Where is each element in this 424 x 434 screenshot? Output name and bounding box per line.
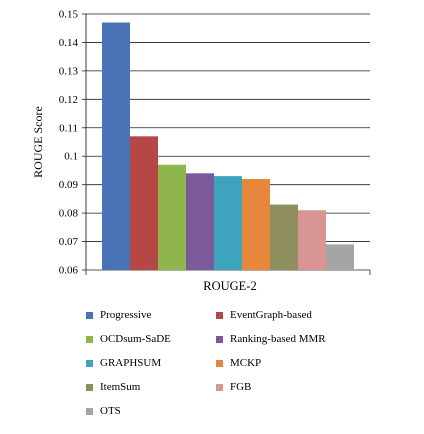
legend-swatch (216, 335, 223, 343)
y-tick-label: 0.09 (59, 179, 79, 191)
bar-fgb (298, 210, 326, 270)
bar-ots (326, 244, 354, 270)
legend-label: GRAPHSUM (100, 357, 162, 369)
legend-item: ItemSum (86, 378, 216, 396)
legend-swatch (86, 359, 93, 367)
legend-swatch (86, 311, 93, 319)
legend: Progressive EventGraph-based OCDsum-SaDE Ra… (86, 306, 386, 420)
legend-swatch (86, 383, 93, 391)
y-axis-title: ROUGE Score (31, 106, 45, 178)
bar-progressive (102, 22, 130, 271)
legend-swatch (216, 383, 223, 391)
y-tick-label: 0.15 (59, 9, 79, 21)
y-tick-label: 0.1 (64, 151, 78, 163)
legend-label: ItemSum (100, 381, 141, 393)
y-tick-label: 0.14 (59, 37, 79, 49)
bar-eventgraph-based (130, 136, 158, 270)
bar-mckp (242, 178, 270, 270)
bar-itemsum (270, 204, 298, 270)
y-tick-label: 0.13 (59, 65, 79, 77)
legend-label: EventGraph-based (230, 309, 312, 321)
legend-item: Progressive (86, 306, 216, 324)
y-tick-label: 0.11 (59, 122, 78, 134)
legend-swatch (216, 311, 223, 319)
legend-item: Ranking-based MMR (216, 330, 366, 348)
y-tick-label: 0.06 (59, 265, 79, 277)
legend-label: OCDsum-SaDE (100, 333, 171, 345)
legend-label: OTS (100, 405, 121, 417)
legend-label: FGB (230, 381, 252, 393)
legend-item: FGB (216, 378, 366, 396)
x-category-label: ROUGE-2 (203, 279, 256, 293)
bar-ranking-based-mmr (186, 173, 214, 270)
y-tick-label: 0.12 (59, 94, 78, 106)
bar-graphsum (214, 176, 242, 270)
legend-item: MCKP (216, 354, 366, 372)
y-tick-label: 0.08 (59, 208, 79, 220)
legend-item: EventGraph-based (216, 306, 366, 324)
legend-item: OCDsum-SaDE (86, 330, 216, 348)
legend-label: Ranking-based MMR (230, 333, 326, 345)
legend-label: MCKP (230, 357, 262, 369)
bar-ocdsum-sade (158, 164, 186, 270)
y-tick-label: 0.07 (59, 236, 79, 248)
legend-label: Progressive (100, 309, 152, 321)
legend-item: OTS (86, 402, 216, 420)
legend-swatch (86, 407, 93, 415)
legend-swatch (86, 335, 93, 343)
legend-swatch (216, 359, 223, 367)
legend-item: GRAPHSUM (86, 354, 216, 372)
